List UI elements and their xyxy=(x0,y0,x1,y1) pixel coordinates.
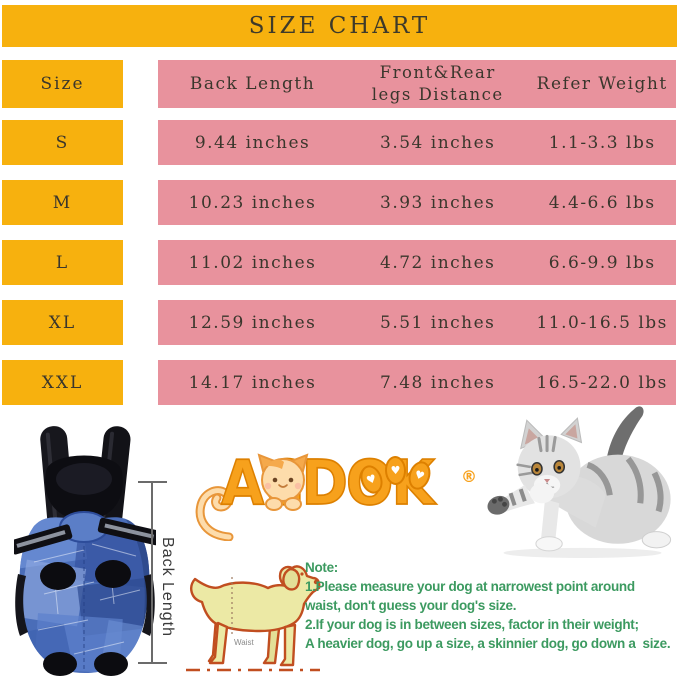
size-cell: XL xyxy=(2,300,123,345)
cell-weight: 1.1-3.3 lbs xyxy=(548,132,656,153)
page-title: SIZE CHART xyxy=(248,13,431,39)
measure-cap-bottom xyxy=(138,662,167,664)
kitten-photo xyxy=(487,406,672,558)
cell-back-length: 9.44 inches xyxy=(194,132,311,153)
note-line: A heavier dog, go up a size, a skinnier … xyxy=(305,636,671,651)
kitten-hind-paw xyxy=(641,531,672,549)
title-banner: SIZE CHART xyxy=(2,5,677,47)
dog-ear xyxy=(282,567,301,591)
size-cell: XXL xyxy=(2,360,123,405)
cell-legs-distance: 4.72 inches xyxy=(380,252,496,273)
header-legs-distance: Front&Rear legs Distance xyxy=(371,63,504,104)
brand-logo: ACDOK ♥ ♥ ♥ ® xyxy=(195,445,495,541)
dog-measure-diagram: Waist xyxy=(186,565,321,672)
cat-mascot-icon xyxy=(257,453,309,511)
cell-back-length: 10.23 inches xyxy=(188,192,317,213)
heart-icon: ♥ xyxy=(364,471,379,488)
note-block: Note: 1.Please measure your dog at narro… xyxy=(305,558,677,653)
header-refer-weight: Refer Weight xyxy=(536,74,668,94)
side-trim xyxy=(15,574,28,636)
cell-back-length: 11.02 inches xyxy=(188,252,317,273)
note-line: 1.Please measure your dog at narrowest p… xyxy=(305,579,635,594)
heart-icon: ♥ xyxy=(390,463,401,478)
table-row: 10.23 inches 3.93 inches 4.4-6.6 lbs xyxy=(158,180,676,225)
table-row: 9.44 inches 3.54 inches 1.1-3.3 lbs xyxy=(158,120,676,165)
leg-holes xyxy=(40,560,131,676)
note-heading: Note: xyxy=(305,560,338,575)
back-length-label: Back Length xyxy=(159,537,176,637)
note-line: waist, don't guess your dog's size. xyxy=(305,598,517,613)
registered-trademark: ® xyxy=(461,467,477,486)
heart-icon: ♥ xyxy=(412,467,427,484)
waist-label: Waist xyxy=(234,638,254,647)
cell-back-length: 12.59 inches xyxy=(188,312,317,333)
size-cell: L xyxy=(2,240,123,285)
cell-legs-distance: 3.93 inches xyxy=(380,192,496,213)
table-row: 11.02 inches 4.72 inches 6.6-9.9 lbs xyxy=(158,240,676,285)
table-row: 12.59 inches 5.51 inches 11.0-16.5 lbs xyxy=(158,300,676,345)
measure-cap-top xyxy=(138,481,167,483)
cell-legs-distance: 5.51 inches xyxy=(380,312,496,333)
cat-tail-icon xyxy=(195,486,234,541)
back-length-measure-line xyxy=(151,482,153,664)
note-line: 2.If your dog is in between sizes, facto… xyxy=(305,617,639,632)
cell-weight: 6.6-9.9 lbs xyxy=(548,252,656,273)
cell-weight: 11.0-16.5 lbs xyxy=(536,312,668,333)
header-size-label: Size xyxy=(40,74,85,94)
header-size-cell: Size xyxy=(2,60,123,108)
cell-weight: 4.4-6.6 lbs xyxy=(548,192,656,213)
kitten-tail xyxy=(605,406,644,467)
size-cell: M xyxy=(2,180,123,225)
cell-legs-distance: 3.54 inches xyxy=(380,132,496,153)
cell-back-length: 14.17 inches xyxy=(188,372,317,393)
head-opening xyxy=(45,455,123,521)
header-back-length: Back Length xyxy=(189,74,316,94)
table-row: 14.17 inches 7.48 inches 16.5-22.0 lbs xyxy=(158,360,676,405)
side-buckle-straps xyxy=(14,517,156,555)
cell-legs-distance: 7.48 inches xyxy=(380,372,496,393)
size-cell: S xyxy=(2,120,123,165)
header-row: Back Length Front&Rear legs Distance Ref… xyxy=(158,60,676,108)
dog-carrier-photo xyxy=(14,426,156,676)
cell-weight: 16.5-22.0 lbs xyxy=(536,372,668,393)
kitten-head xyxy=(517,435,581,499)
